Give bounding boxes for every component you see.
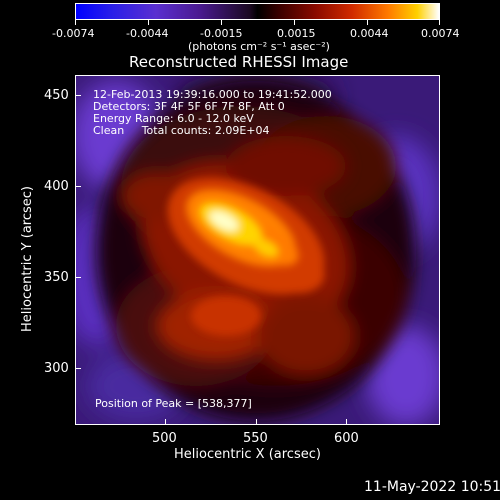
- time-range-label: 12-Feb-2013 19:39:16.000 to 19:41:52.000: [93, 88, 332, 101]
- colorbar-tick: [75, 20, 76, 25]
- colorbar-tick: [221, 20, 222, 25]
- colorbar-tick-label: 0.0015: [277, 27, 316, 40]
- colorbar-tick-label: -0.0015: [200, 27, 243, 40]
- rhessi-image: [76, 76, 439, 424]
- detectors-label: Detectors: 3F 4F 5F 6F 7F 8F, Att 0: [93, 100, 285, 113]
- y-tick-label: 350: [44, 270, 69, 285]
- energy-range-label: Energy Range: 6.0 - 12.0 keV: [93, 112, 254, 125]
- clean-counts-label: Clean Total counts: 2.09E+04: [93, 124, 270, 137]
- y-axis-label: Heliocentric Y (arcsec): [20, 186, 35, 332]
- x-axis-tick: [256, 419, 257, 425]
- y-axis-tick: [75, 277, 81, 278]
- y-axis-tick: [75, 368, 81, 369]
- colorbar-tick-label: 0.0074: [421, 27, 460, 40]
- footer-timestamp: 11-May-2022 10:51: [364, 479, 500, 495]
- x-tick-label: 550: [243, 431, 268, 446]
- plot-title: Reconstructed RHESSI Image: [129, 53, 349, 71]
- y-tick-label: 400: [44, 179, 69, 194]
- y-tick-label: 300: [44, 361, 69, 376]
- colorbar-tick-label: -0.0044: [126, 27, 169, 40]
- x-axis-label: Heliocentric X (arcsec): [174, 447, 321, 462]
- colorbar-tick: [367, 20, 368, 25]
- colorbar-tick-label: 0.0044: [350, 27, 389, 40]
- rhessi-image-plot: 12-Feb-2013 19:39:16.000 to 19:41:52.000…: [75, 75, 440, 425]
- x-axis-tick: [346, 419, 347, 425]
- y-axis-tick: [75, 95, 81, 96]
- colorbar-tick: [439, 20, 440, 25]
- x-axis-tick: [165, 419, 166, 425]
- colorbar-gradient: [75, 3, 440, 20]
- colorbar-units-label: (photons cm⁻² s⁻¹ asec⁻²): [188, 40, 330, 53]
- colorbar-tick: [148, 20, 149, 25]
- x-tick-label: 500: [152, 431, 177, 446]
- colorbar-tick: [294, 20, 295, 25]
- colorbar-tick-label: -0.0074: [52, 27, 95, 40]
- peak-position-label: Position of Peak = [538,377]: [95, 397, 252, 410]
- y-tick-label: 450: [44, 88, 69, 103]
- y-axis-tick: [75, 186, 81, 187]
- x-tick-label: 600: [334, 431, 359, 446]
